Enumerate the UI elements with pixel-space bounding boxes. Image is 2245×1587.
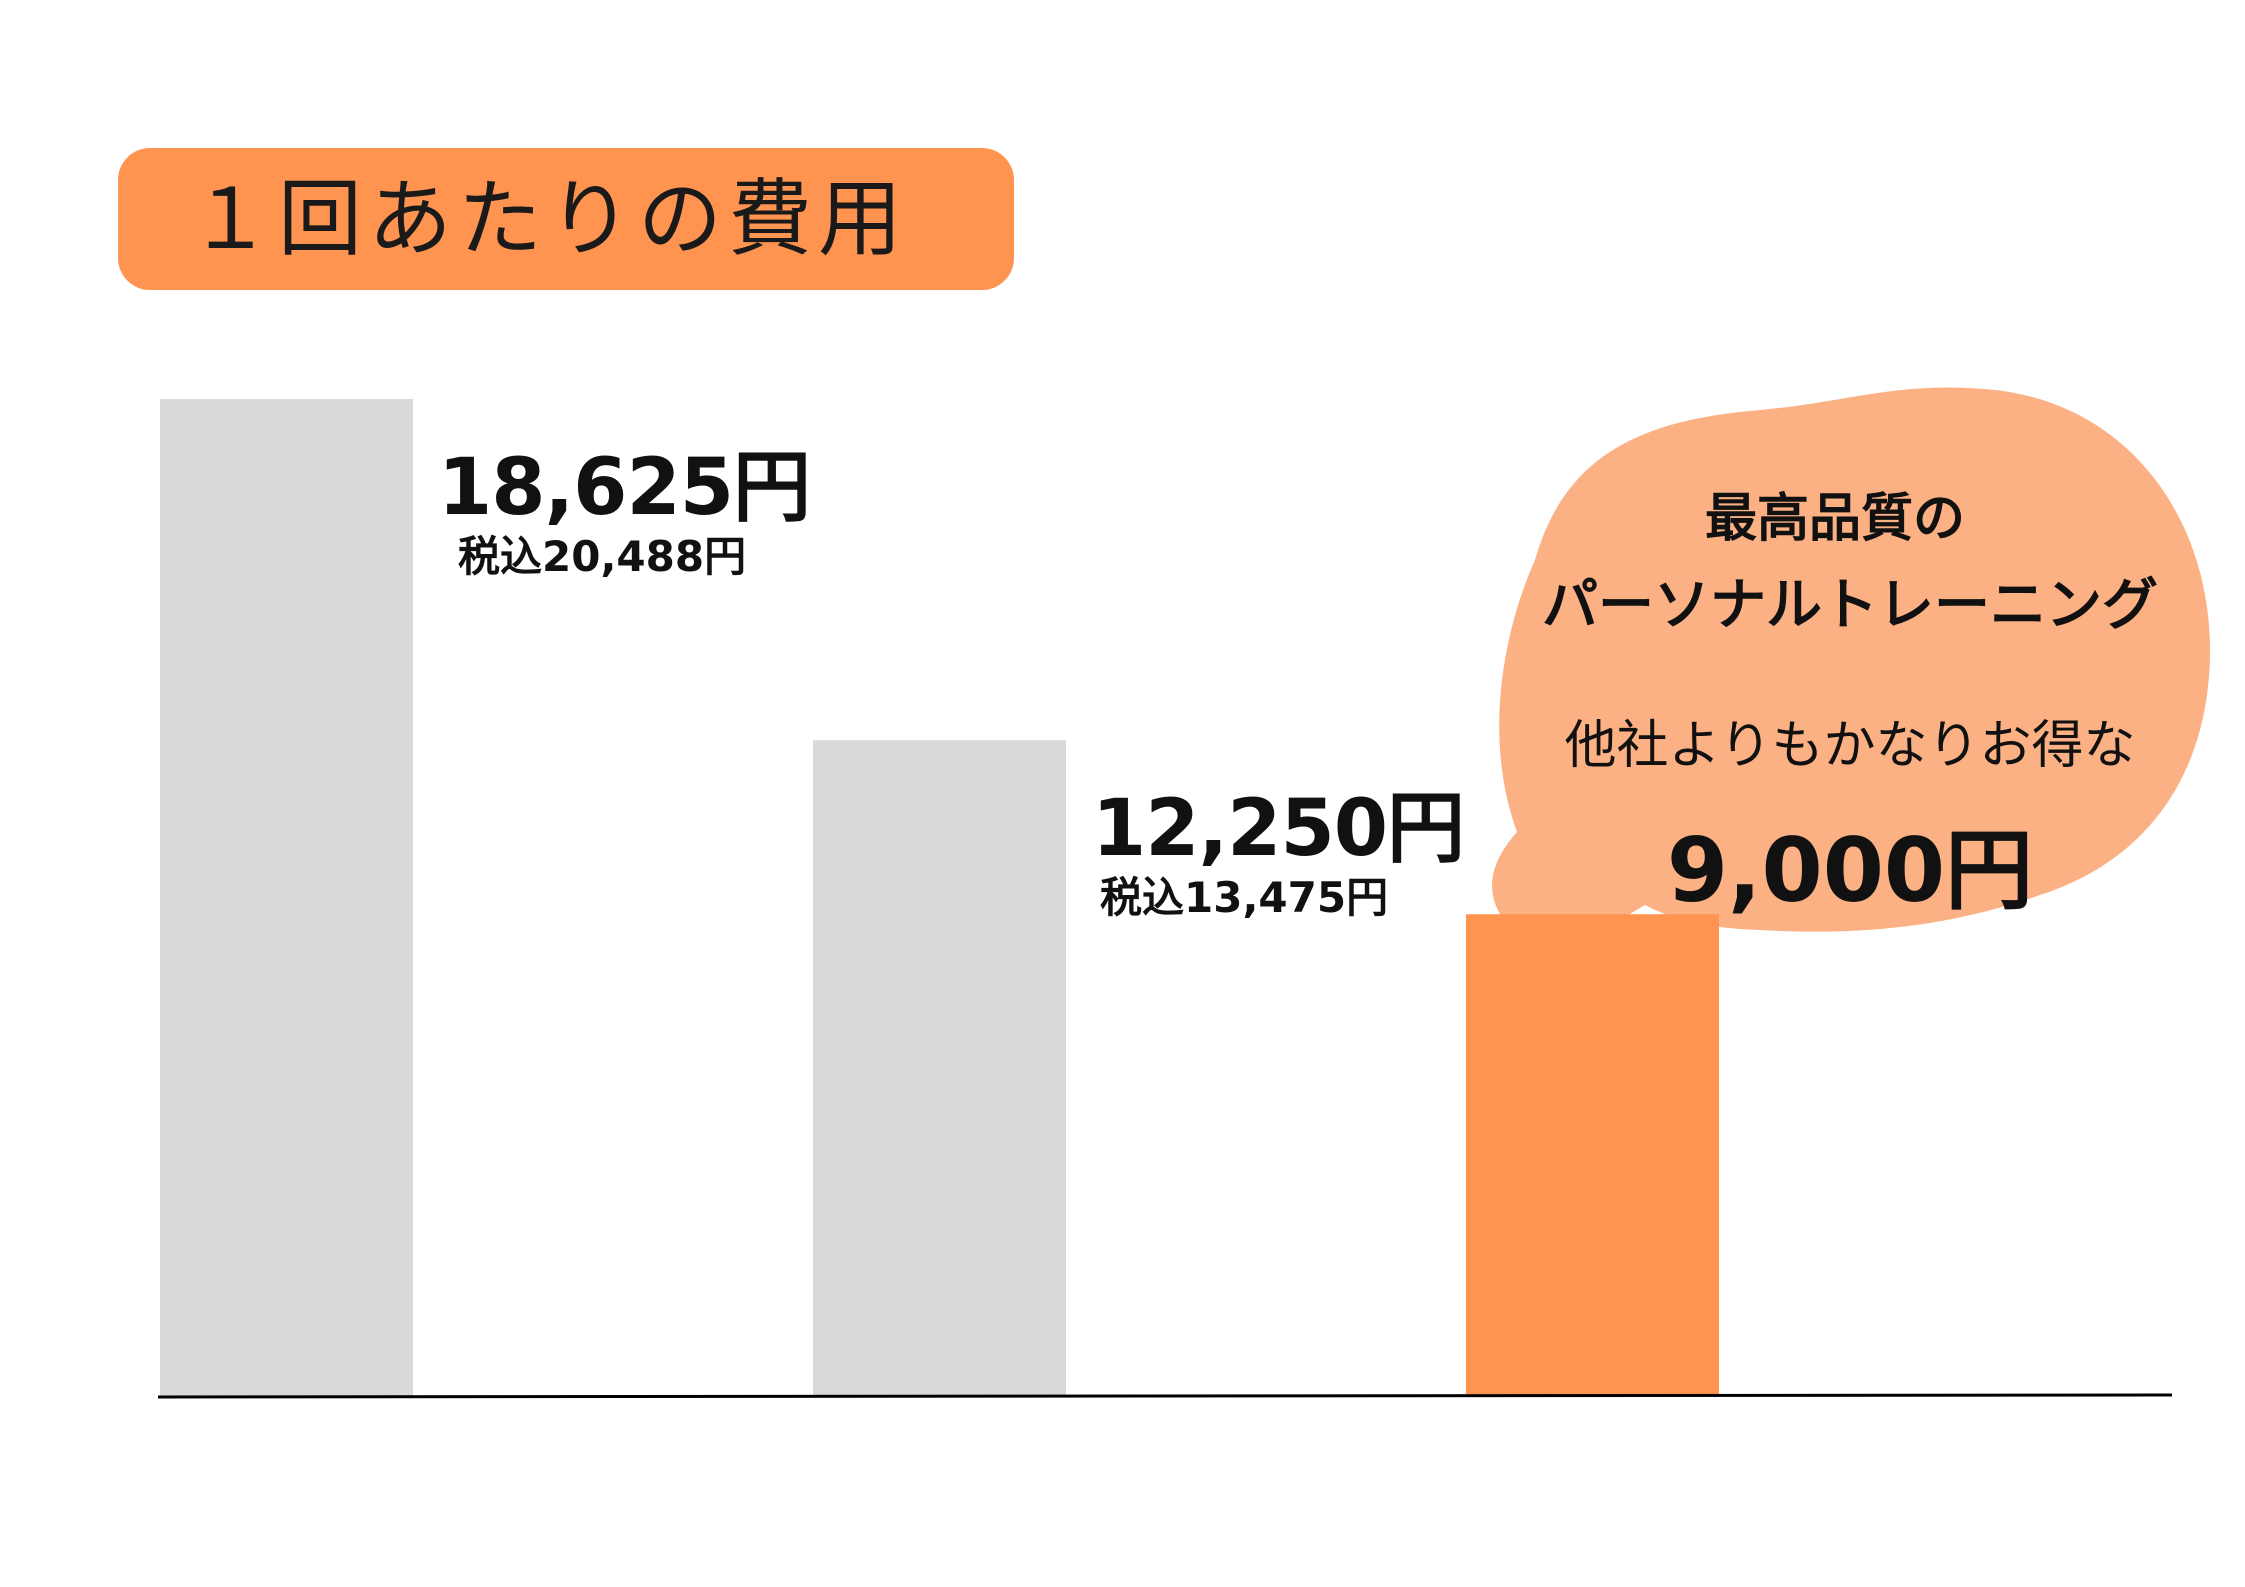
chart-title-badge: １回あたりの費用	[118, 148, 1014, 290]
callout-line-3: 他社よりもかなりお得な	[1564, 716, 2136, 776]
bar-2	[813, 740, 1066, 1396]
bar-2-tax-label: 税込13,475円	[1100, 873, 1389, 923]
bar-1-tax-label: 税込20,488円	[458, 532, 747, 581]
callout-bubble	[1492, 387, 2210, 965]
x-axis-line	[157, 1393, 2173, 1399]
callout-line-2: パーソナルトレーニング	[1542, 573, 2158, 638]
callout-price: 9,000円	[1666, 819, 2034, 922]
bar-2-value-label: 12,250円	[1092, 784, 1465, 875]
bar-3	[1466, 914, 1719, 1396]
callout-line-1: 最高品質の	[1704, 489, 1965, 549]
bar-1-value-label: 18,625円	[438, 443, 811, 533]
bar-1	[160, 399, 413, 1396]
chart-title: １回あたりの費用	[188, 170, 909, 268]
